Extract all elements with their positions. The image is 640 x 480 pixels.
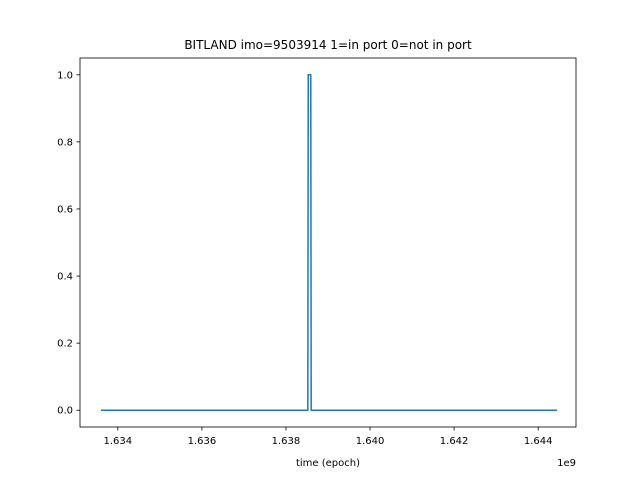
x-axis: 1.634 1.636 1.638 1.640 1.642 1.644 bbox=[104, 427, 553, 447]
x-tick-label: 1.640 bbox=[356, 436, 385, 447]
series-line-0 bbox=[101, 74, 558, 411]
y-tick-label: 0.8 bbox=[57, 137, 73, 148]
x-axis-offset-label: 1e9 bbox=[557, 458, 576, 469]
plot-frame bbox=[79, 57, 577, 428]
x-tick-label: 1.636 bbox=[188, 436, 217, 447]
y-tick-label: 0.0 bbox=[57, 406, 73, 417]
x-tick-label: 1.634 bbox=[104, 436, 133, 447]
x-axis-label: time (epoch) bbox=[296, 458, 360, 469]
plot-area bbox=[79, 57, 577, 428]
x-tick-label: 1.642 bbox=[440, 436, 469, 447]
chart-title: BITLAND imo=9503914 1=in port 0=not in p… bbox=[184, 38, 472, 52]
y-tick-label: 0.4 bbox=[57, 272, 73, 283]
y-tick-label: 0.2 bbox=[57, 339, 73, 350]
y-tick-label: 1.0 bbox=[57, 70, 73, 81]
y-axis: 0.0 0.2 0.4 0.6 0.8 1.0 bbox=[57, 70, 80, 417]
x-tick-label: 1.644 bbox=[524, 436, 553, 447]
x-tick-label: 1.638 bbox=[272, 436, 301, 447]
y-tick-label: 0.6 bbox=[57, 204, 73, 215]
